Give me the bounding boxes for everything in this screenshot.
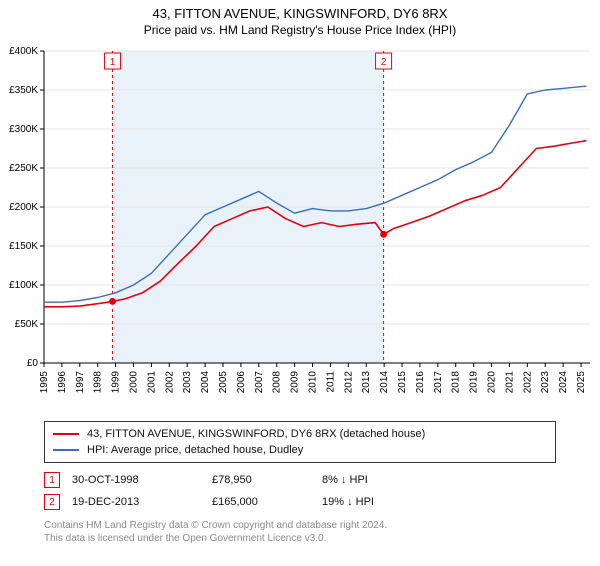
- svg-text:2023: 2023: [540, 371, 551, 394]
- legend: 43, FITTON AVENUE, KINGSWINFORD, DY6 8RX…: [44, 421, 556, 463]
- svg-text:2014: 2014: [379, 371, 390, 394]
- svg-text:2004: 2004: [200, 371, 211, 394]
- svg-text:2003: 2003: [182, 371, 193, 394]
- svg-text:2022: 2022: [522, 371, 533, 394]
- svg-text:2025: 2025: [576, 371, 587, 394]
- svg-text:1995: 1995: [39, 371, 50, 394]
- svg-text:2020: 2020: [487, 371, 498, 394]
- marker-number-box: 2: [44, 494, 60, 510]
- svg-text:2002: 2002: [164, 371, 175, 394]
- svg-text:2013: 2013: [361, 371, 372, 394]
- chart-title: 43, FITTON AVENUE, KINGSWINFORD, DY6 8RX: [0, 6, 600, 21]
- svg-text:£50K: £50K: [15, 319, 39, 330]
- footer-line-1: Contains HM Land Registry data © Crown c…: [44, 519, 556, 532]
- svg-text:1: 1: [110, 57, 116, 68]
- svg-text:2024: 2024: [558, 371, 569, 394]
- svg-text:2: 2: [381, 57, 387, 68]
- svg-text:2005: 2005: [218, 371, 229, 394]
- legend-swatch: [53, 433, 79, 435]
- svg-text:2006: 2006: [236, 371, 247, 394]
- line-chart-svg: £0 £50K £100K £150K £200K £250K £300K £350K £400…: [0, 43, 600, 413]
- footer-line-2: This data is licensed under the Open Gov…: [44, 532, 556, 545]
- legend-row: HPI: Average price, detached house, Dudl…: [53, 442, 547, 458]
- svg-text:2017: 2017: [433, 371, 444, 394]
- marker-pct: 19% ↓ HPI: [322, 496, 442, 508]
- marker-date: 30-OCT-1998: [72, 474, 212, 486]
- svg-text:2018: 2018: [451, 371, 462, 394]
- svg-text:£150K: £150K: [9, 241, 38, 252]
- svg-text:2008: 2008: [272, 371, 283, 394]
- svg-text:2009: 2009: [290, 371, 301, 394]
- svg-text:1997: 1997: [75, 371, 86, 394]
- footer-attribution: Contains HM Land Registry data © Crown c…: [44, 519, 556, 545]
- chart-subtitle: Price paid vs. HM Land Registry's House …: [0, 23, 600, 37]
- svg-text:2019: 2019: [469, 371, 480, 394]
- svg-text:2016: 2016: [415, 371, 426, 394]
- svg-text:1998: 1998: [93, 371, 104, 394]
- svg-text:2000: 2000: [129, 371, 140, 394]
- svg-text:£0: £0: [27, 358, 39, 369]
- marker-row: 2 19-DEC-2013£165,00019% ↓ HPI: [44, 491, 556, 513]
- marker-number-box: 1: [44, 472, 60, 488]
- svg-text:£350K: £350K: [9, 85, 38, 96]
- svg-text:£300K: £300K: [9, 124, 38, 135]
- svg-text:1996: 1996: [57, 371, 68, 394]
- svg-text:2007: 2007: [254, 371, 265, 394]
- svg-text:2001: 2001: [146, 371, 157, 394]
- legend-swatch: [53, 449, 79, 451]
- marker-pct: 8% ↓ HPI: [322, 474, 442, 486]
- svg-text:2010: 2010: [308, 371, 319, 394]
- svg-text:2015: 2015: [397, 371, 408, 394]
- svg-text:2012: 2012: [343, 371, 354, 394]
- svg-text:£200K: £200K: [9, 202, 38, 213]
- legend-label: HPI: Average price, detached house, Dudl…: [87, 444, 303, 456]
- legend-label: 43, FITTON AVENUE, KINGSWINFORD, DY6 8RX…: [87, 428, 425, 440]
- marker-price: £78,950: [212, 474, 322, 486]
- chart-area: £0 £50K £100K £150K £200K £250K £300K £350K £400…: [0, 43, 600, 413]
- chart-container: 43, FITTON AVENUE, KINGSWINFORD, DY6 8RX…: [0, 6, 600, 566]
- marker-date: 19-DEC-2013: [72, 496, 212, 508]
- svg-text:1999: 1999: [111, 371, 122, 394]
- svg-text:£400K: £400K: [9, 46, 38, 57]
- svg-text:£250K: £250K: [9, 163, 38, 174]
- marker-price: £165,000: [212, 496, 322, 508]
- svg-text:£100K: £100K: [9, 280, 38, 291]
- marker-table: 1 30-OCT-1998£78,9508% ↓ HPI 2 19-DEC-2013£…: [44, 469, 556, 513]
- svg-text:2011: 2011: [325, 371, 336, 393]
- svg-text:2021: 2021: [504, 371, 515, 394]
- marker-row: 1 30-OCT-1998£78,9508% ↓ HPI: [44, 469, 556, 491]
- legend-row: 43, FITTON AVENUE, KINGSWINFORD, DY6 8RX…: [53, 426, 547, 442]
